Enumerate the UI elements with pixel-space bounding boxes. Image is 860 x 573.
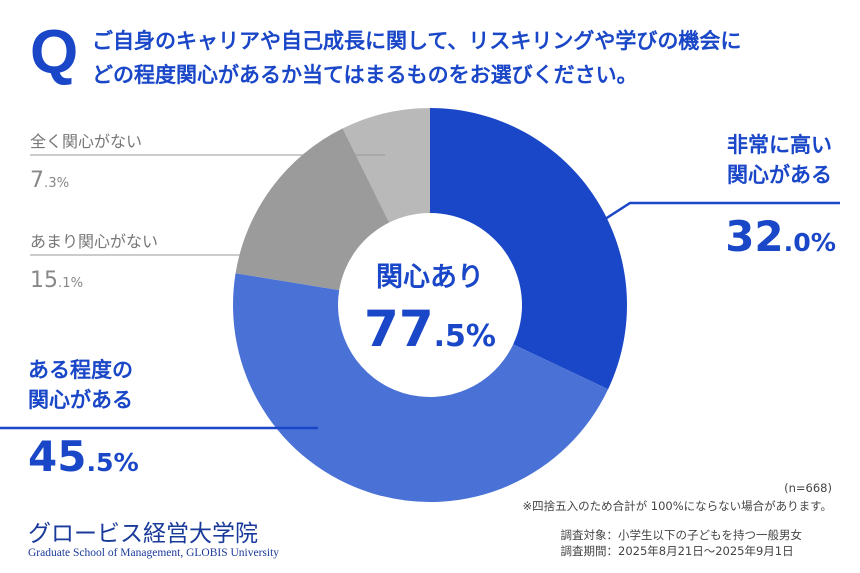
logo-english: Graduate School of Management, GLOBIS Un… <box>28 547 280 559</box>
survey-info: 調査対象：小学生以下の子どもを持つ一般男女 調査期間：2025年8月21日〜20… <box>560 528 803 558</box>
value-not-at-all: 7.3% <box>30 168 70 193</box>
question-line-1: ご自身のキャリアや自己成長に関して、リスキリングや学びの機会に <box>92 29 742 53</box>
label-somewhat: ある程度の 関心がある <box>28 358 133 412</box>
q-mark: Q <box>30 18 79 87</box>
label-not-at-all: 全く関心がない <box>30 132 143 151</box>
donut-slice-1 <box>233 273 609 502</box>
label-very-high: 非常に高い 関心がある <box>727 133 832 187</box>
rounding-note: ※四捨五入のため合計が 100%にならない場合があります。 <box>522 499 832 513</box>
value-not-much: 15.1% <box>30 268 84 293</box>
question-text: ご自身のキャリアや自己成長に関して、リスキリングや学びの機会に どの程度関心があ… <box>92 24 741 92</box>
center-value: 77.5% <box>364 300 496 358</box>
donut-slice-3 <box>342 108 430 223</box>
donut-slice-0 <box>430 108 627 390</box>
question-line-2: どの程度関心があるか当てはまるものをお選びください。 <box>92 63 638 87</box>
donut-slice-2 <box>235 128 390 291</box>
value-very-high: 32.0% <box>725 212 836 261</box>
center-label: 関心あり <box>376 262 484 293</box>
logo-japanese: グロービス経営大学院 <box>28 521 258 547</box>
label-not-much: あまり関心がない <box>30 232 159 251</box>
leader-line-very-high <box>584 201 840 234</box>
sample-size: (n=668) <box>784 481 832 495</box>
value-somewhat: 45.5% <box>28 432 139 481</box>
